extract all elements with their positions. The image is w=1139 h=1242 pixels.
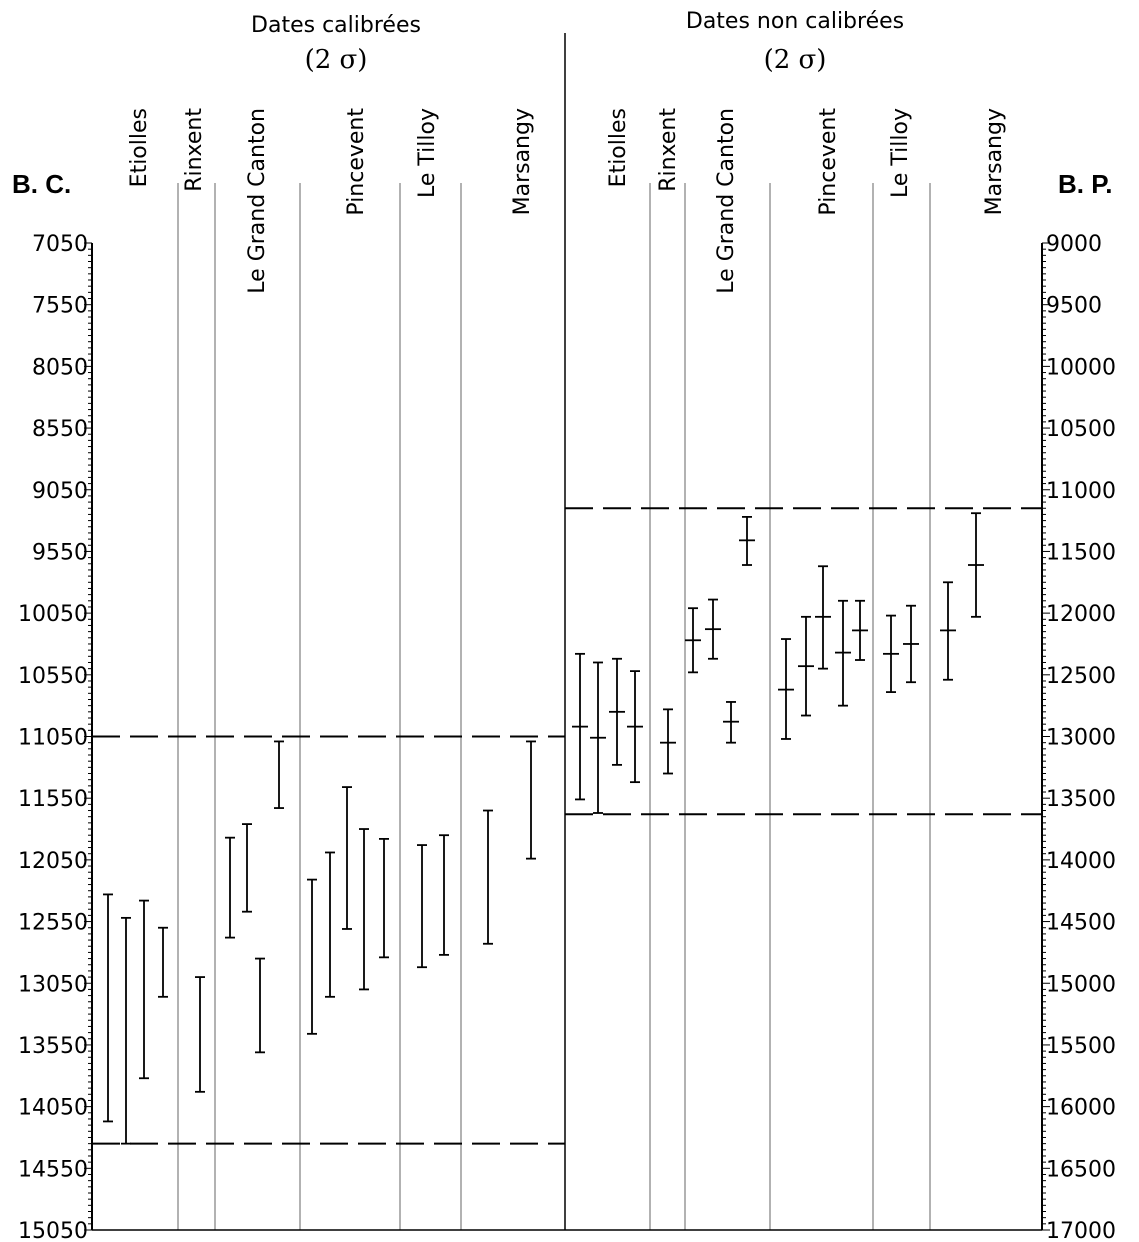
left-range-bar [274, 740, 284, 809]
left-range-bar [307, 878, 317, 1035]
left-tick-label: 9550 [32, 540, 88, 565]
right-axis-unit-label: B. P. [1058, 169, 1112, 199]
left-tick-label: 11050 [18, 726, 88, 751]
right-site-label: Rinxent [656, 108, 681, 192]
left-title-line1: Dates calibrées [251, 13, 421, 38]
left-range-bar [195, 976, 205, 1093]
left-title-line2: (2 σ) [305, 45, 368, 75]
right-tick-label: 17000 [1046, 1219, 1116, 1242]
left-range-bar [121, 916, 131, 1145]
left-tick-label: 10050 [18, 602, 88, 627]
left-range-bar [255, 957, 265, 1054]
left-range-bar [439, 834, 449, 956]
right-site-label: Marsangy [982, 108, 1007, 215]
left-range-bar [242, 823, 252, 913]
left-tick-label: 9050 [32, 479, 88, 504]
right-range-bar [705, 598, 721, 660]
right-range-bar [968, 512, 984, 618]
right-tick-label: 13000 [1046, 726, 1116, 751]
left-tick-label: 13550 [18, 1034, 88, 1059]
right-tick-label: 10000 [1046, 355, 1116, 380]
left-tick-label: 12550 [18, 911, 88, 936]
left-tick-label: 14550 [18, 1157, 88, 1182]
right-tick-label: 15500 [1046, 1034, 1116, 1059]
right-range-bar [660, 708, 676, 775]
right-site-label: Etiolles [606, 108, 631, 187]
right-tick-label: 16500 [1046, 1157, 1116, 1182]
right-tick-label: 12500 [1046, 664, 1116, 689]
right-tick-label: 13500 [1046, 787, 1116, 812]
left-range-bar [417, 844, 427, 969]
plot-grid: Etiolles Rinxent Le Grand Canton Pincevent L… [18, 33, 1116, 1242]
left-axis-unit-label: B. C. [12, 169, 71, 199]
right-tick-label: 12000 [1046, 602, 1116, 627]
right-tick-label: 9500 [1046, 294, 1102, 319]
left-range-bar [325, 851, 335, 998]
left-range-bar [359, 828, 369, 991]
right-range-bar [798, 615, 814, 717]
right-range-bar [723, 701, 739, 744]
right-range-bar [627, 670, 643, 784]
right-tick-label: 14000 [1046, 849, 1116, 874]
right-site-label: Pincevent [816, 108, 841, 216]
left-tick-label: 13050 [18, 972, 88, 997]
right-site-label: Le Tilloy [888, 108, 913, 198]
right-range-bar [903, 604, 919, 684]
left-range-bar [158, 926, 168, 998]
right-range-bar [685, 607, 701, 674]
right-site-label: Le Grand Canton [714, 108, 739, 294]
right-tick-label: 15000 [1046, 972, 1116, 997]
plot-marks [103, 512, 984, 1145]
right-range-bar [852, 599, 868, 661]
left-tick-label: 8050 [32, 355, 88, 380]
right-tick-label: 16000 [1046, 1096, 1116, 1121]
right-title-line1: Dates non calibrées [686, 9, 904, 34]
left-tick-label: 10550 [18, 664, 88, 689]
right-range-bar [609, 657, 625, 766]
right-range-bar [883, 614, 899, 693]
right-tick-label: 9000 [1046, 232, 1102, 257]
left-tick-label: 8550 [32, 417, 88, 442]
left-range-bar [103, 893, 113, 1123]
left-range-bar [342, 786, 352, 930]
right-tick-label: 11000 [1046, 479, 1116, 504]
right-range-bar [590, 661, 606, 814]
left-range-bar [483, 809, 493, 945]
right-title-line2: (2 σ) [764, 45, 827, 75]
left-site-label: Etiolles [127, 108, 152, 187]
left-range-bar [379, 838, 389, 959]
left-range-bar [139, 899, 149, 1080]
left-range-bar [526, 740, 536, 860]
left-tick-label: 7050 [32, 232, 88, 257]
right-tick-label: 11500 [1046, 540, 1116, 565]
right-range-bar [739, 515, 755, 566]
left-range-bar [225, 836, 235, 939]
right-range-bar [835, 599, 851, 707]
left-tick-label: 15050 [18, 1219, 88, 1242]
left-tick-label: 14050 [18, 1096, 88, 1121]
right-range-bar [940, 581, 956, 681]
left-site-label: Pincevent [344, 108, 369, 216]
right-range-bar [815, 565, 831, 670]
left-site-label: Le Grand Canton [245, 108, 270, 294]
left-site-label: Marsangy [510, 108, 535, 215]
left-site-label: Rinxent [182, 108, 207, 192]
right-tick-label: 14500 [1046, 911, 1116, 936]
left-tick-label: 12050 [18, 849, 88, 874]
left-tick-label: 11550 [18, 787, 88, 812]
right-range-bar [572, 652, 588, 801]
left-site-label: Le Tilloy [415, 108, 440, 198]
right-tick-label: 10500 [1046, 417, 1116, 442]
right-range-bar [778, 638, 794, 740]
left-tick-label: 7550 [32, 294, 88, 319]
